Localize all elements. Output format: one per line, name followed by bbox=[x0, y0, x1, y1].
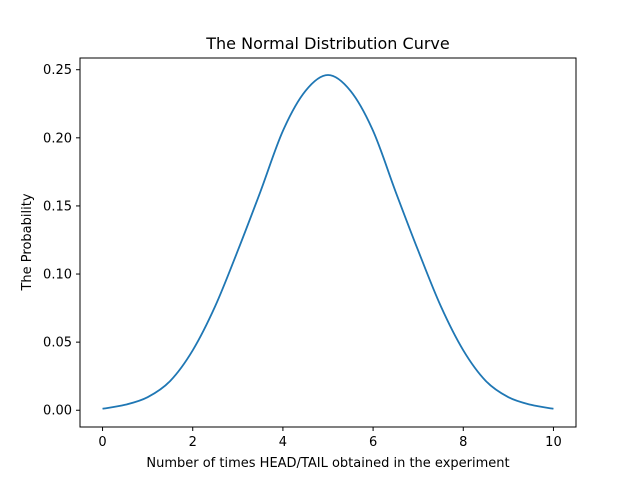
x-tick-label: 2 bbox=[189, 435, 197, 450]
axes-frame bbox=[79, 57, 577, 428]
x-axis: 0 2 4 6 8 10 bbox=[98, 427, 562, 450]
y-tick-label: 0.20 bbox=[43, 131, 72, 146]
distribution-curve bbox=[102, 74, 554, 410]
x-tick-label: 10 bbox=[545, 435, 562, 450]
x-tick-label: 0 bbox=[98, 435, 106, 450]
y-axis: 0.00 0.05 0.10 0.15 0.20 0.25 bbox=[43, 63, 80, 419]
x-axis-label: Number of times HEAD/TAIL obtained in th… bbox=[146, 456, 509, 471]
y-axis-label: The Probability bbox=[20, 193, 35, 291]
x-tick-label: 6 bbox=[369, 435, 377, 450]
x-tick-label: 8 bbox=[459, 435, 467, 450]
y-tick-label: 0.15 bbox=[43, 199, 72, 214]
chart-title: The Normal Distribution Curve bbox=[205, 34, 449, 53]
series-layer bbox=[102, 74, 554, 410]
y-tick-label: 0.05 bbox=[43, 336, 72, 351]
x-tick-label: 4 bbox=[279, 435, 287, 450]
y-tick-label: 0.25 bbox=[43, 63, 72, 78]
y-tick-label: 0.00 bbox=[43, 404, 72, 419]
plot-area bbox=[79, 57, 577, 428]
y-tick-label: 0.10 bbox=[43, 268, 72, 283]
